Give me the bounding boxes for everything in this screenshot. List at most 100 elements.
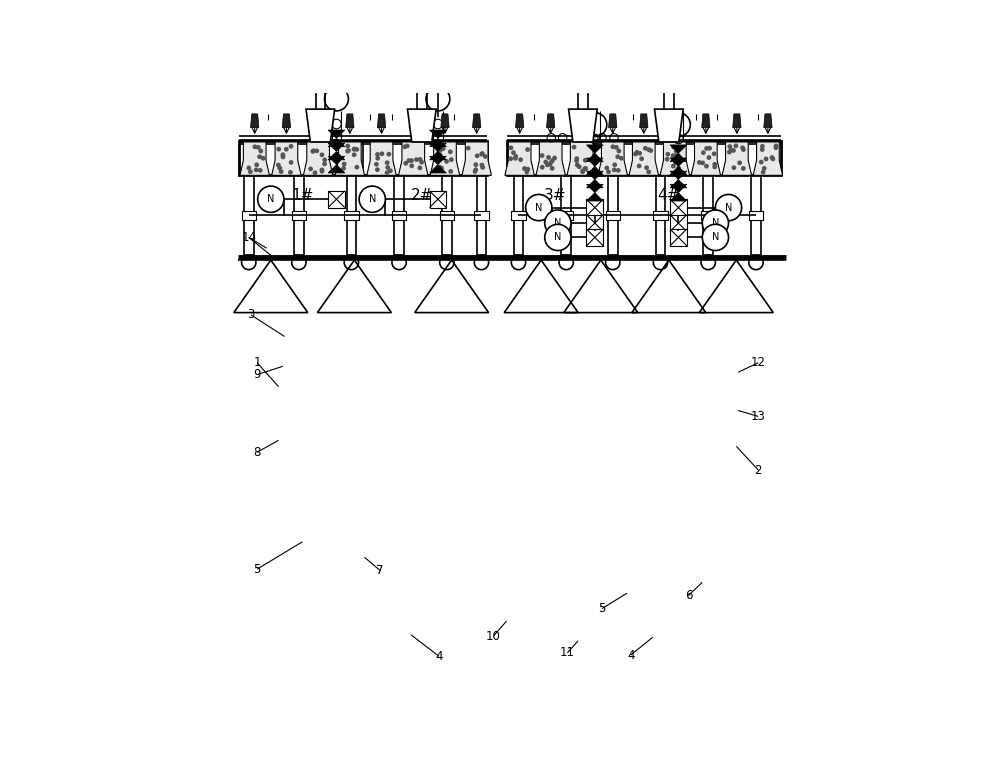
Text: 4: 4: [435, 649, 443, 663]
Circle shape: [355, 148, 358, 151]
Circle shape: [261, 157, 265, 160]
Polygon shape: [409, 114, 417, 128]
Circle shape: [259, 150, 263, 153]
Polygon shape: [282, 114, 291, 128]
Polygon shape: [328, 139, 345, 146]
Polygon shape: [586, 158, 603, 167]
Circle shape: [346, 144, 349, 148]
Text: 4: 4: [627, 649, 634, 662]
Circle shape: [258, 186, 284, 212]
Bar: [477, 175, 486, 255]
Bar: [430, 191, 446, 208]
Circle shape: [403, 145, 406, 149]
Circle shape: [672, 145, 675, 149]
Polygon shape: [328, 130, 345, 139]
Bar: [559, 211, 573, 220]
Polygon shape: [609, 114, 617, 128]
Bar: [514, 175, 523, 255]
Polygon shape: [251, 114, 259, 128]
Text: 5: 5: [598, 602, 606, 615]
Circle shape: [575, 157, 578, 160]
Circle shape: [702, 224, 729, 250]
Text: 11: 11: [560, 646, 575, 660]
Circle shape: [480, 153, 483, 156]
Circle shape: [289, 160, 293, 164]
Polygon shape: [272, 142, 301, 175]
Bar: [701, 211, 715, 220]
Circle shape: [526, 167, 530, 170]
Circle shape: [761, 170, 765, 174]
Circle shape: [247, 167, 250, 170]
Circle shape: [620, 157, 623, 160]
Circle shape: [480, 164, 484, 167]
Text: 12: 12: [751, 356, 766, 369]
Text: 1: 1: [253, 356, 261, 369]
Circle shape: [525, 170, 529, 174]
Circle shape: [420, 160, 423, 164]
Circle shape: [672, 164, 675, 168]
Polygon shape: [367, 142, 396, 175]
Bar: [347, 175, 356, 255]
Circle shape: [320, 153, 324, 157]
Circle shape: [281, 153, 285, 157]
Text: 6: 6: [685, 589, 692, 602]
Polygon shape: [505, 142, 534, 175]
Circle shape: [671, 154, 675, 157]
Circle shape: [675, 154, 679, 157]
Polygon shape: [430, 139, 446, 146]
Circle shape: [581, 170, 584, 174]
Circle shape: [732, 149, 735, 152]
Text: 1#: 1#: [291, 188, 314, 203]
Polygon shape: [430, 151, 446, 160]
Circle shape: [376, 168, 379, 171]
Polygon shape: [569, 109, 597, 142]
Bar: [344, 211, 359, 220]
Circle shape: [312, 149, 315, 153]
Bar: [608, 175, 618, 255]
Polygon shape: [586, 184, 603, 193]
Polygon shape: [430, 142, 460, 175]
Bar: [586, 199, 603, 216]
Polygon shape: [377, 114, 386, 128]
Polygon shape: [670, 180, 687, 188]
Bar: [244, 175, 254, 255]
Polygon shape: [399, 142, 428, 175]
Circle shape: [526, 148, 529, 151]
Circle shape: [763, 167, 766, 170]
Circle shape: [546, 164, 549, 167]
Circle shape: [353, 147, 356, 151]
Bar: [670, 199, 687, 216]
Polygon shape: [328, 143, 345, 151]
Circle shape: [259, 169, 262, 172]
Text: N: N: [535, 202, 542, 212]
Circle shape: [474, 168, 477, 171]
Polygon shape: [328, 157, 345, 164]
Circle shape: [583, 167, 587, 170]
Circle shape: [615, 146, 618, 149]
Bar: [442, 175, 452, 255]
Circle shape: [415, 158, 418, 161]
Polygon shape: [515, 114, 524, 128]
Circle shape: [376, 153, 379, 156]
Circle shape: [309, 167, 312, 170]
Circle shape: [548, 163, 552, 166]
Circle shape: [410, 159, 413, 162]
Circle shape: [438, 153, 442, 157]
Circle shape: [605, 167, 608, 170]
Circle shape: [578, 165, 581, 168]
Polygon shape: [536, 142, 565, 175]
Circle shape: [541, 166, 544, 169]
Text: 4#: 4#: [658, 188, 680, 203]
Bar: [392, 211, 406, 220]
Bar: [656, 175, 665, 255]
Circle shape: [514, 157, 517, 160]
Circle shape: [738, 161, 741, 164]
Circle shape: [473, 170, 477, 173]
Circle shape: [547, 156, 550, 159]
Circle shape: [407, 159, 410, 162]
Circle shape: [526, 195, 552, 221]
Circle shape: [702, 210, 729, 236]
Polygon shape: [567, 142, 596, 175]
Circle shape: [258, 155, 261, 158]
Circle shape: [519, 158, 522, 161]
